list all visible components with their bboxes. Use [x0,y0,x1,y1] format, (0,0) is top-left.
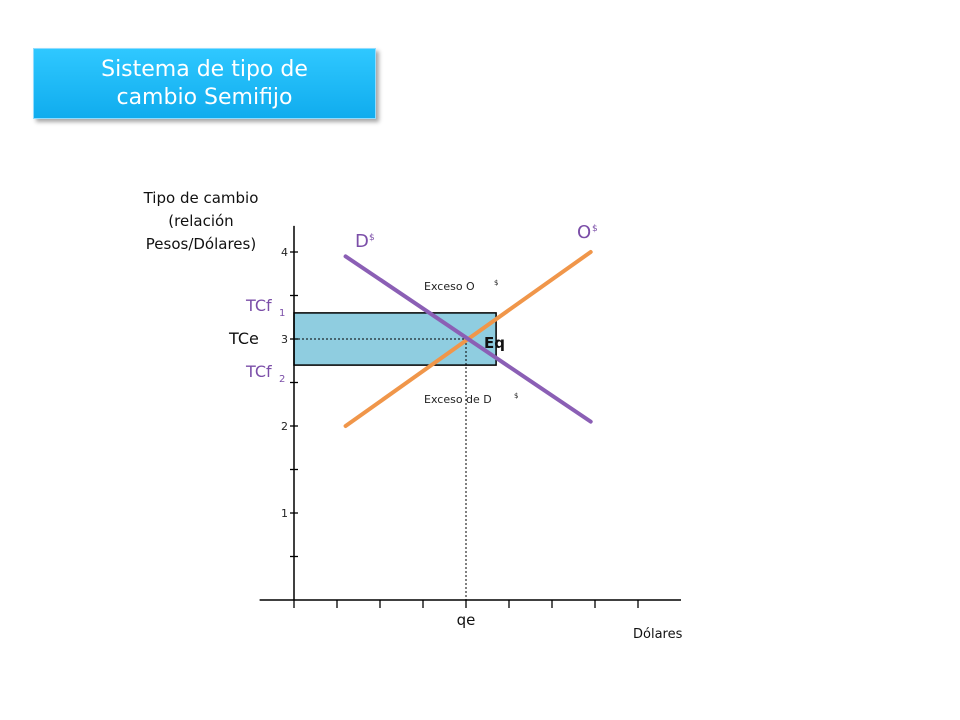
y-tick-label: 3 [281,333,288,346]
supply-curve-superscript: $ [592,224,598,234]
x-axis-label: Dólares [633,627,683,642]
title-box: Sistema de tipo de cambio Semifijo [33,48,376,119]
demand-curve [343,254,593,424]
title-line-2: cambio Semifijo [116,84,293,110]
y-axis-label-line-2: (relación [168,212,234,230]
demand-curve-label: D [355,231,369,252]
demand-curve-superscript: $ [369,233,375,243]
y-axis-label-line-1: Tipo de cambio [143,189,259,207]
lower-band-subscript: 2 [279,374,285,385]
excess-demand-annotation: Exceso de D [424,393,492,406]
lower-band-label: TCf [245,362,272,381]
excess-supply-superscript: $ [494,279,498,287]
excess-demand-superscript: $ [514,392,518,400]
equilibrium-price-label: TCe [228,329,259,348]
title-line-1: Sistema de tipo de [101,56,308,82]
y-tick-label: 1 [281,507,288,520]
y-axis-label-line-3: Pesos/Dólares) [145,235,257,253]
equilibrium-quantity-label: qe [457,611,476,629]
upper-band-label: TCf [245,296,272,315]
upper-band-subscript: 1 [279,308,285,319]
equilibrium-label: Eq [484,334,505,352]
supply-curve-label: O [577,222,591,243]
y-tick-label: 4 [281,246,288,259]
y-tick-label: 2 [281,420,288,433]
y-axis-label: Tipo de cambio (relación Pesos/Dólares) [120,187,282,256]
excess-supply-annotation: Exceso O [424,280,475,293]
slide-title: Sistema de tipo de cambio Semifijo [101,56,308,112]
